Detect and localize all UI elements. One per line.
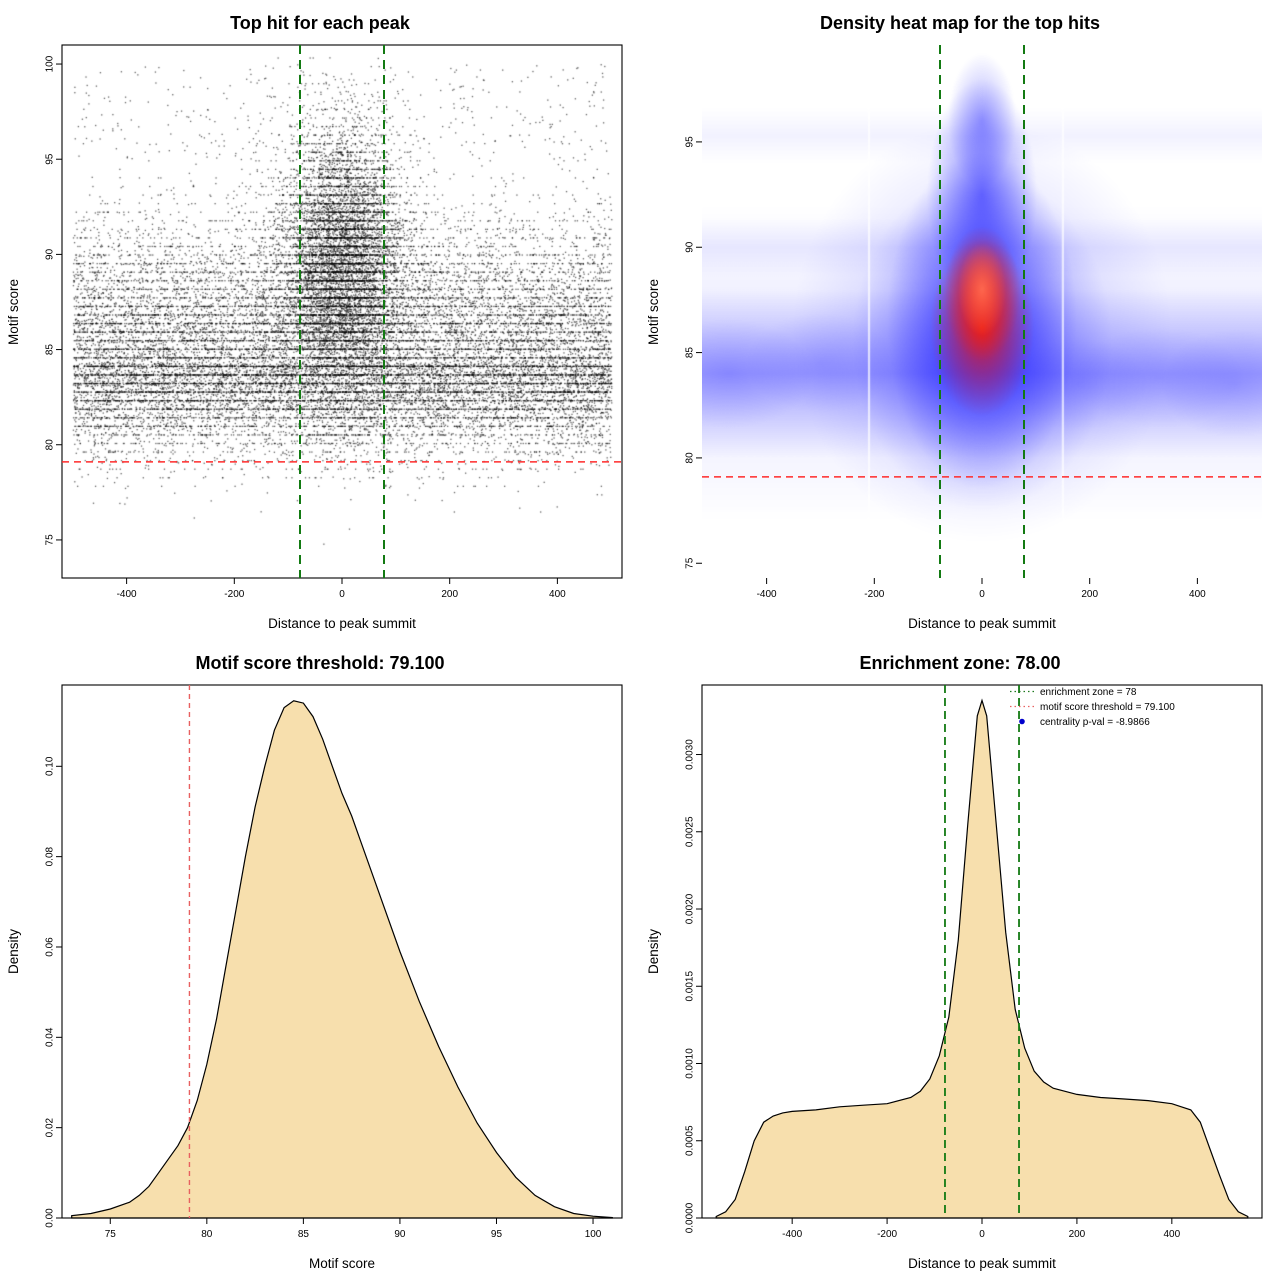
score-density-plot: 75 80 85 90 95 100 0.00 0.02 0.04 0.06 0.08 0.10 <box>45 684 623 1240</box>
legend: enrichment zone = 78 motif score threshol… <box>1010 687 1175 728</box>
y-tick-label: 0.0005 <box>685 1125 696 1156</box>
y-tick-label: 0.04 <box>45 1027 56 1047</box>
y-tick-label: 0.08 <box>45 846 56 866</box>
y-tick-label: 95 <box>45 153 56 165</box>
x-tick-label: 75 <box>105 1229 117 1240</box>
x-tick-label: 200 <box>1069 1229 1086 1240</box>
x-tick-label: 200 <box>441 589 458 600</box>
y-tick-label: 85 <box>45 344 56 356</box>
panel-density-heatmap: Density heat map for the top hits -400 -2… <box>640 0 1280 640</box>
y-tick-label: 0.10 <box>45 756 56 776</box>
x-tick-label: 100 <box>585 1229 602 1240</box>
y-tick-label: 95 <box>685 136 696 148</box>
x-tick-label: 85 <box>298 1229 310 1240</box>
chart-title: Enrichment zone: 78.00 <box>859 653 1061 673</box>
density-curve <box>71 700 613 1219</box>
chart-title: Density heat map for the top hits <box>819 13 1101 33</box>
y-tick-label: 80 <box>45 439 56 451</box>
scatter-plot-area <box>62 45 622 578</box>
y-axis-label: Motif score <box>646 278 661 345</box>
plot-box <box>61 684 623 1219</box>
y-axis-label: Motif score <box>6 278 21 345</box>
x-tick-label: -400 <box>782 1229 802 1240</box>
x-tick-label: 0 <box>339 589 345 600</box>
legend-label: enrichment zone = 78 <box>1040 687 1137 698</box>
legend-point-sample <box>1019 718 1025 725</box>
y-axis-label: Density <box>646 929 661 975</box>
y-axis-label: Density <box>6 929 21 975</box>
density-curve <box>715 698 1249 1219</box>
x-tick-label: -200 <box>224 589 244 600</box>
y-tick-label: 100 <box>45 55 56 72</box>
chart-title: Motif score threshold: 79.100 <box>195 653 445 673</box>
x-tick-label: -200 <box>864 589 884 600</box>
x-tick-label: 90 <box>394 1229 406 1240</box>
y-tick-label: 0.0025 <box>685 816 696 847</box>
y-tick-label: 0.0010 <box>685 1048 696 1079</box>
chart-title: Top hit for each peak <box>230 13 410 33</box>
x-axis-label: Distance to peak summit <box>268 616 416 631</box>
y-tick-label: 80 <box>685 452 696 464</box>
x-tick-label: 400 <box>1189 589 1206 600</box>
panel-motif-score-density: 75 80 85 90 95 100 0.00 0.02 0.04 0.06 0.08 0.10 Mo… <box>0 640 640 1280</box>
heatmap-plot-area <box>702 45 1262 578</box>
plot-box <box>701 684 1263 1219</box>
legend-label: centrality p-val = -8.9866 <box>1040 717 1150 728</box>
x-tick-label: 200 <box>1081 589 1098 600</box>
x-tick-label: 80 <box>201 1229 213 1240</box>
panel-distance-density: -400 -200 0 200 400 0.0000 0.0005 0.0010 0.0015 0… <box>640 640 1280 1280</box>
distance-density-plot: -400 -200 0 200 400 0.0000 0.0005 0.0010 0.0015 0… <box>685 684 1263 1240</box>
x-axis-label: Motif score <box>308 1256 376 1271</box>
y-tick-label: 75 <box>45 534 56 546</box>
x-tick-label: 400 <box>1163 1229 1180 1240</box>
x-tick-label: 400 <box>549 589 566 600</box>
legend-label: motif score threshold = 79.100 <box>1040 702 1175 713</box>
y-tick-label: 0.0020 <box>685 893 696 924</box>
panel-top-hits-scatter: Top hit for each peak -400 -200 0 200 400 75 8… <box>0 0 640 640</box>
y-tick-label: 0.02 <box>45 1117 56 1137</box>
y-tick-label: 90 <box>685 241 696 253</box>
y-tick-label: 85 <box>685 347 696 359</box>
y-tick-label: 0.0000 <box>685 1202 696 1233</box>
x-tick-label: 0 <box>979 1229 985 1240</box>
x-tick-label: -400 <box>117 589 137 600</box>
y-tick-label: 0.0015 <box>685 971 696 1002</box>
x-tick-label: -400 <box>757 589 777 600</box>
y-tick-label: 75 <box>685 557 696 569</box>
y-tick-label: 0.00 <box>45 1208 56 1228</box>
y-tick-label: 90 <box>45 248 56 260</box>
x-tick-label: -200 <box>877 1229 897 1240</box>
x-axis-label: Distance to peak summit <box>908 616 1056 631</box>
x-tick-label: 0 <box>979 589 985 600</box>
x-tick-label: 95 <box>491 1229 503 1240</box>
y-tick-label: 0.0030 <box>685 739 696 770</box>
x-axis-label: Distance to peak summit <box>908 1256 1056 1271</box>
y-tick-label: 0.06 <box>45 937 56 957</box>
